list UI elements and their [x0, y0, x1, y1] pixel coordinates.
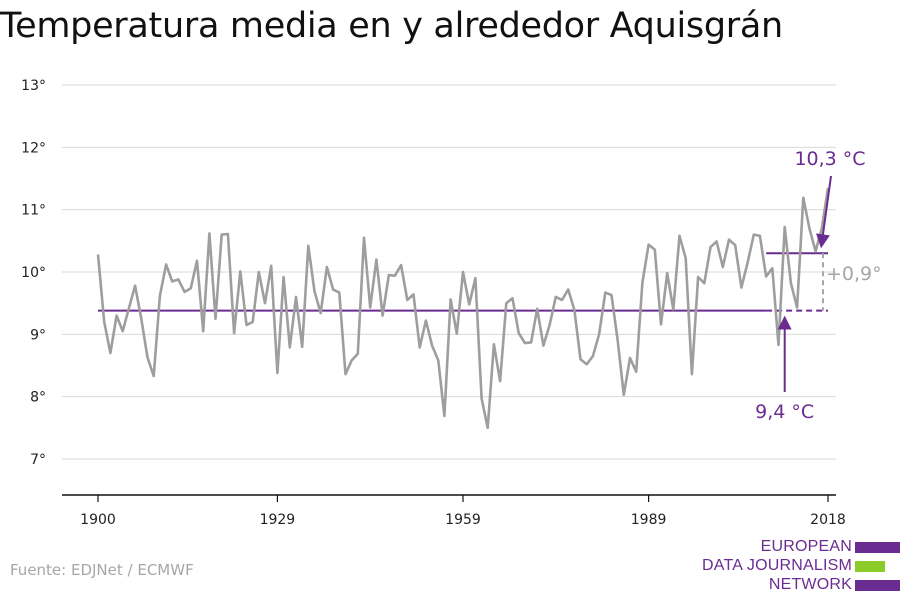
avg-recent-label: 10,3 °C	[794, 148, 865, 170]
y-tick-label: 11°	[21, 203, 46, 219]
y-tick-label: 9°	[30, 327, 46, 343]
y-tick-label: 7°	[30, 452, 46, 468]
logo-line-1: EUROPEAN	[760, 538, 852, 555]
annotations: +0,9° 9,4 °C 10,3 °C	[755, 148, 881, 423]
y-axis-ticks: 7° 8° 9° 10° 11° 12° 13°	[21, 78, 46, 468]
logo-line-3: NETWORK	[768, 576, 852, 593]
edjnet-logo: EUROPEAN DATA JOURNALISM NETWORK	[700, 538, 900, 598]
x-tick-label: 1900	[80, 512, 116, 528]
delta-label: +0,9°	[826, 263, 882, 285]
x-tick-label: 1989	[631, 512, 667, 528]
logo-bar-1	[855, 542, 900, 553]
avg-recent-arrow	[816, 175, 832, 249]
logo-bar-3	[855, 580, 900, 591]
x-tick-label: 1929	[260, 512, 296, 528]
x-axis: 1900 1929 1959 1989 2018	[62, 494, 846, 528]
temperature-line	[96, 187, 830, 430]
y-tick-label: 12°	[21, 140, 46, 156]
logo-line-2: DATA JOURNALISM	[702, 557, 852, 574]
x-tick-label: 2018	[810, 512, 846, 528]
avg-early-label: 9,4 °C	[755, 401, 814, 423]
x-tick-label: 1959	[445, 512, 481, 528]
y-tick-label: 13°	[21, 78, 46, 94]
series	[96, 187, 830, 430]
y-tick-label: 10°	[21, 265, 46, 281]
logo-bar-2	[855, 561, 885, 572]
y-tick-label: 8°	[30, 390, 46, 406]
page-title: Temperatura media en y alrededor Aquisgr…	[0, 6, 783, 46]
grid	[62, 84, 836, 460]
source-note: Fuente: EDJNet / ECMWF	[10, 561, 194, 579]
